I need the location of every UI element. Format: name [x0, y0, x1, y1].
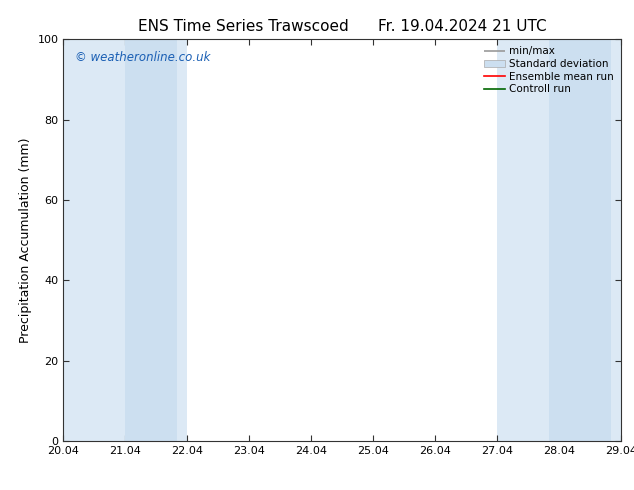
Bar	[126, 39, 177, 441]
Y-axis label: Precipitation Accumulation (mm): Precipitation Accumulation (mm)	[19, 137, 32, 343]
Legend: min/max, Standard deviation, Ensemble mean run, Controll run: min/max, Standard deviation, Ensemble me…	[480, 42, 618, 98]
Bar	[177, 39, 188, 441]
Bar	[549, 39, 611, 441]
Title: ENS Time Series Trawscoed      Fr. 19.04.2024 21 UTC: ENS Time Series Trawscoed Fr. 19.04.2024…	[138, 19, 547, 34]
Bar	[611, 39, 621, 441]
Bar	[497, 39, 549, 441]
Text: © weatheronline.co.uk: © weatheronline.co.uk	[75, 51, 210, 64]
Bar	[63, 39, 126, 441]
